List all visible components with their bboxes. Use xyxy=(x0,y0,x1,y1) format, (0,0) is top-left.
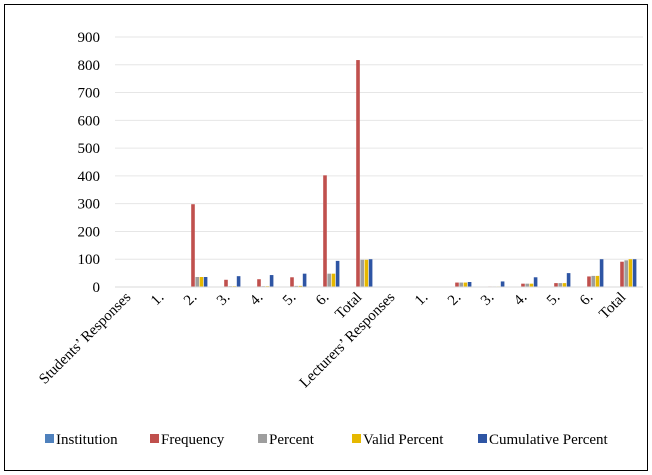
bar-cumulative-percent xyxy=(599,259,604,287)
bar-percent xyxy=(459,282,463,287)
legend-swatch xyxy=(45,434,54,443)
bar-cumulative-percent xyxy=(500,281,505,287)
legend-label: Cumulative Percent xyxy=(489,432,609,448)
category-label: 4. xyxy=(247,290,266,309)
bar-valid-percent xyxy=(562,283,567,287)
bar-valid-percent xyxy=(595,275,600,287)
legend: Institution Frequency Percent Valid Percent… xyxy=(45,432,609,448)
bar-percent xyxy=(624,260,628,287)
bar-frequency xyxy=(620,261,624,287)
bar-percent xyxy=(558,283,562,287)
legend-label: Valid Percent xyxy=(363,432,444,448)
legend-swatch xyxy=(150,434,159,443)
bar-cumulative-percent xyxy=(302,273,307,287)
bar-valid-percent xyxy=(199,277,204,287)
category-label: 2. xyxy=(445,290,464,309)
legend-label: Percent xyxy=(269,432,315,448)
y-tick-label: 300 xyxy=(78,197,101,213)
bar-frequency xyxy=(191,204,195,287)
bar-percent xyxy=(294,285,298,287)
bar-valid-percent xyxy=(331,273,336,287)
bar-frequency xyxy=(521,283,525,287)
category-label: Total xyxy=(596,290,629,323)
category-label: 2. xyxy=(181,290,200,309)
y-tick-label: 400 xyxy=(78,169,101,185)
bar-frequency xyxy=(554,283,558,287)
bar-frequency xyxy=(356,60,360,288)
bar-cumulative-percent xyxy=(368,259,373,287)
y-tick-label: 100 xyxy=(78,252,101,268)
bar-valid-percent xyxy=(364,259,369,287)
bar-percent xyxy=(195,277,199,287)
bar-percent xyxy=(360,259,364,287)
bar-percent xyxy=(591,275,595,287)
y-tick-label: 200 xyxy=(78,224,101,240)
bar-cumulative-percent xyxy=(269,275,274,287)
bar-percent xyxy=(525,283,529,287)
bars xyxy=(191,60,637,288)
bar-frequency xyxy=(455,282,459,287)
bar-frequency xyxy=(290,277,294,287)
y-tick-label: 700 xyxy=(78,86,101,102)
bar-cumulative-percent xyxy=(533,277,538,287)
y-tick-label: 900 xyxy=(78,30,101,46)
category-label: 1. xyxy=(148,290,167,309)
category-label: 5. xyxy=(280,290,299,309)
legend-label: Frequency xyxy=(161,432,225,448)
legend-swatch xyxy=(352,434,361,443)
y-tick-label: 500 xyxy=(78,141,101,157)
bar-valid-percent xyxy=(529,283,534,287)
category-label: Students’ Responses xyxy=(36,289,134,387)
category-label: 3. xyxy=(478,290,497,309)
bar-valid-percent xyxy=(298,285,303,287)
category-label: 6. xyxy=(313,290,332,309)
bar-cumulative-percent xyxy=(335,260,340,287)
y-tick-label: 600 xyxy=(78,113,101,129)
bar-valid-percent xyxy=(628,259,633,287)
bar-cumulative-percent xyxy=(467,282,472,287)
bar-cumulative-percent xyxy=(566,273,571,287)
category-label: 5. xyxy=(544,290,563,309)
category-label: 4. xyxy=(511,290,530,309)
y-axis-ticks: 0 100 200 300 400 500 600 700 800 900 xyxy=(78,30,101,296)
category-label: 6. xyxy=(577,290,596,309)
bar-frequency xyxy=(257,279,261,287)
bar-frequency xyxy=(224,279,228,287)
bar-frequency xyxy=(323,175,327,287)
bar-cumulative-percent xyxy=(236,276,241,287)
legend-label: Institution xyxy=(56,432,118,448)
bar-cumulative-percent xyxy=(203,277,208,287)
category-label: 3. xyxy=(214,290,233,309)
category-label: 1. xyxy=(412,290,431,309)
legend-swatch xyxy=(258,434,267,443)
y-tick-label: 800 xyxy=(78,58,101,74)
grid-lines xyxy=(115,36,643,260)
bar-frequency xyxy=(587,276,591,287)
bar-percent xyxy=(327,273,331,287)
y-tick-label: 0 xyxy=(93,280,101,296)
legend-swatch xyxy=(478,434,487,443)
bar-cumulative-percent xyxy=(632,259,637,287)
category-labels: Students’ Responses 1. 2. 3. 4. 5. 6. TotalLect… xyxy=(36,289,629,391)
bar-valid-percent xyxy=(463,282,468,287)
